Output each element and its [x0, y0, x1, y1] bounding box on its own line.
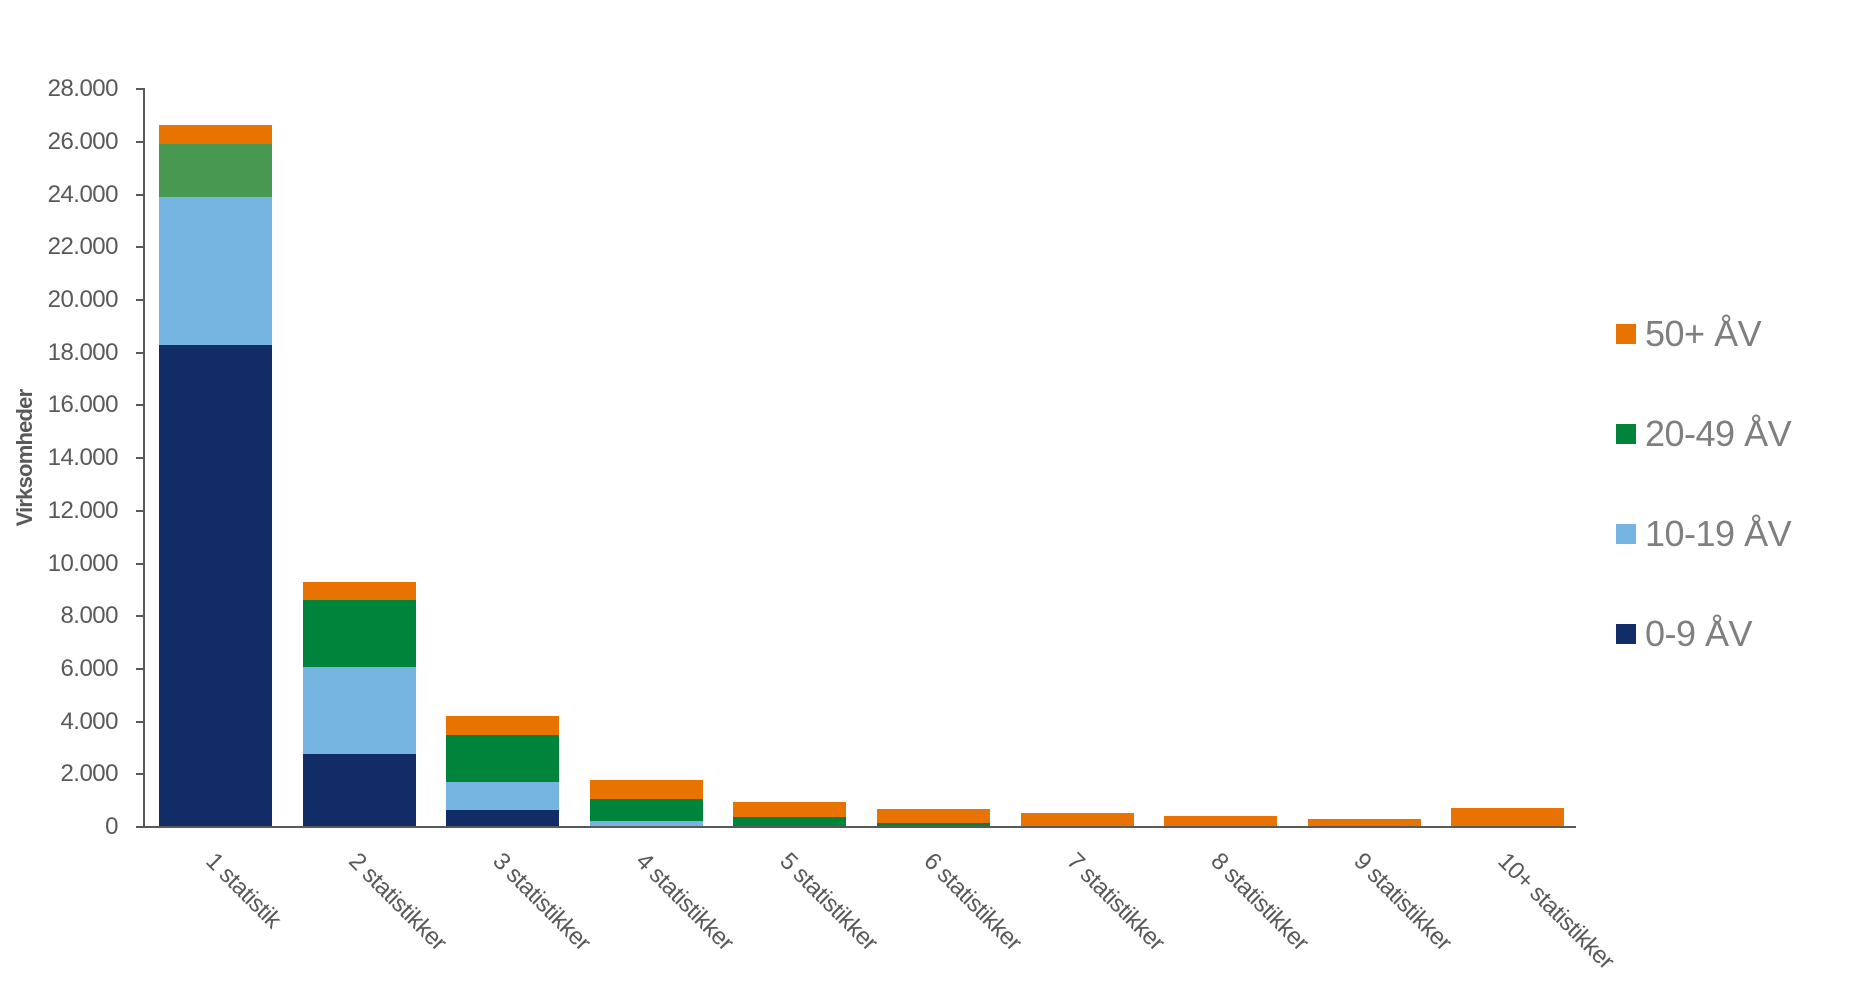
y-tick-label: 6.000	[60, 654, 118, 682]
y-tick	[136, 457, 144, 460]
bar-stack	[302, 0, 416, 827]
bar-stack	[1307, 0, 1421, 827]
y-tick	[136, 509, 144, 512]
bar-stack	[1451, 0, 1565, 827]
bar-stack	[733, 0, 847, 827]
bar-segment	[446, 809, 560, 827]
x-tick-label: 7 statistikker	[1061, 847, 1170, 957]
bar-segment	[589, 799, 703, 822]
bar-segment	[302, 667, 416, 754]
legend-swatch-10-19	[1616, 524, 1636, 544]
bar-segment	[1451, 808, 1565, 827]
y-tick-label: 2.000	[60, 760, 118, 788]
y-tick	[136, 562, 144, 565]
bar-segment	[159, 196, 272, 345]
bar-segment	[159, 144, 272, 197]
bar-segment	[446, 716, 560, 736]
bar-segment	[302, 754, 416, 827]
bar-segment	[1307, 819, 1421, 827]
bar-segment	[589, 779, 703, 800]
y-axis-line	[143, 88, 145, 828]
x-tick-label: 8 statistikker	[1205, 847, 1314, 957]
y-tick-label: 28.000	[47, 75, 119, 103]
y-tick-label: 12.000	[47, 496, 119, 524]
bar-segment	[877, 823, 990, 827]
x-tick-label: 3 statistikker	[487, 847, 596, 957]
y-tick-label: 8.000	[60, 602, 118, 630]
y-axis-title: Virksomheder	[12, 389, 37, 527]
legend-label: 50+ ÅV	[1645, 313, 1762, 354]
bar-stack	[1020, 0, 1134, 827]
y-tick-label: 0	[105, 813, 118, 840]
bar-segment	[302, 599, 416, 668]
bar-stack	[589, 0, 703, 827]
x-tick-label: 10+ statistikker	[1492, 847, 1620, 975]
y-tick	[136, 299, 144, 302]
x-tick-label: 9 statistikker	[1348, 847, 1458, 957]
y-tick-label: 4.000	[60, 707, 118, 735]
bar-segment	[733, 801, 847, 817]
bar-segment	[302, 581, 416, 600]
y-tick	[136, 140, 144, 143]
y-tick-label: 24.000	[47, 180, 119, 208]
legend-swatch-50plus	[1616, 324, 1636, 344]
y-tick	[136, 88, 144, 91]
y-tick	[136, 404, 144, 407]
x-axis-line	[136, 826, 1576, 828]
bar-stack	[159, 0, 272, 827]
bar-segment	[159, 344, 272, 827]
legend-label: 0-9 ÅV	[1645, 613, 1753, 654]
y-tick	[136, 351, 144, 354]
bar-segment	[446, 735, 560, 782]
y-tick	[136, 246, 144, 249]
y-tick	[136, 720, 144, 723]
y-tick-label: 22.000	[47, 233, 119, 261]
bar-segment	[1164, 815, 1278, 827]
y-tick-label: 14.000	[47, 444, 119, 472]
bar-segment	[589, 821, 703, 827]
bar-segment	[877, 809, 990, 824]
y-tick-label: 18.000	[47, 338, 119, 366]
legend-label: 20-49 ÅV	[1645, 413, 1792, 454]
y-tick	[136, 773, 144, 776]
y-tick	[136, 193, 144, 196]
y-tick-label: 10.000	[47, 549, 119, 577]
y-tick-label: 16.000	[47, 391, 119, 419]
legend-swatch-0-9	[1616, 624, 1636, 644]
bar-segment	[1020, 813, 1134, 827]
x-tick-label: 2 statistikker	[343, 847, 452, 957]
y-tick-label: 20.000	[47, 286, 119, 314]
x-tick-label: 4 statistikker	[630, 847, 740, 957]
bar-stack	[1164, 0, 1278, 827]
y-tick	[136, 667, 144, 670]
y-tick-label: 26.000	[47, 127, 119, 155]
x-tick-label: 6 statistikker	[917, 847, 1027, 957]
bar-stack	[446, 0, 560, 827]
x-tick-label: 1 statistik	[199, 847, 286, 934]
bar-segment	[159, 125, 272, 145]
bar-segment	[446, 781, 560, 810]
legend-label: 10-19 ÅV	[1645, 513, 1792, 554]
bar-segment	[733, 816, 847, 827]
y-tick	[136, 615, 144, 618]
legend-swatch-20-49	[1616, 424, 1636, 444]
x-tick-label: 5 statistikker	[774, 847, 883, 957]
bar-stack	[877, 0, 990, 827]
